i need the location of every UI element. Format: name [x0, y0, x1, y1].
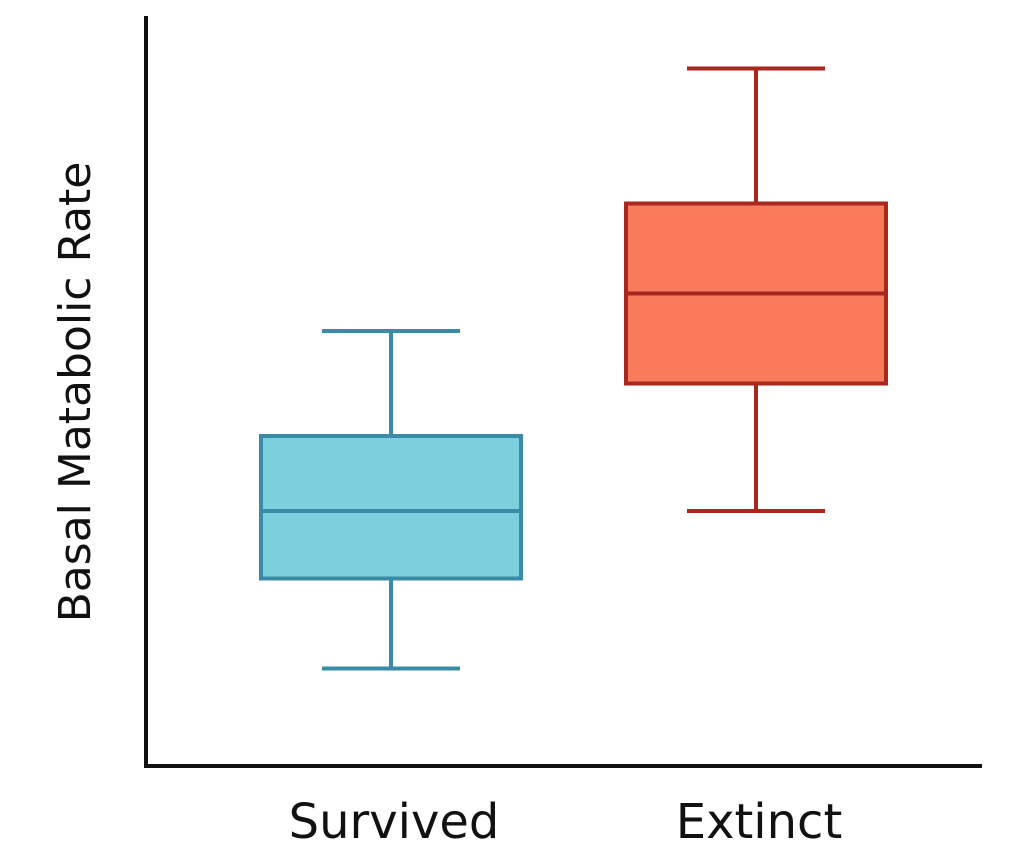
category-label-extinct: Extinct	[676, 794, 843, 850]
category-labels: Survived Extinct	[289, 794, 843, 850]
y-axis-label: Basal Matabolic Rate	[50, 162, 101, 623]
box-group-survived	[259, 329, 523, 671]
boxes-layer	[259, 66, 888, 671]
iqr-box-survived	[259, 434, 523, 581]
box-group-extinct	[624, 66, 888, 513]
category-label-survived: Survived	[289, 794, 500, 850]
